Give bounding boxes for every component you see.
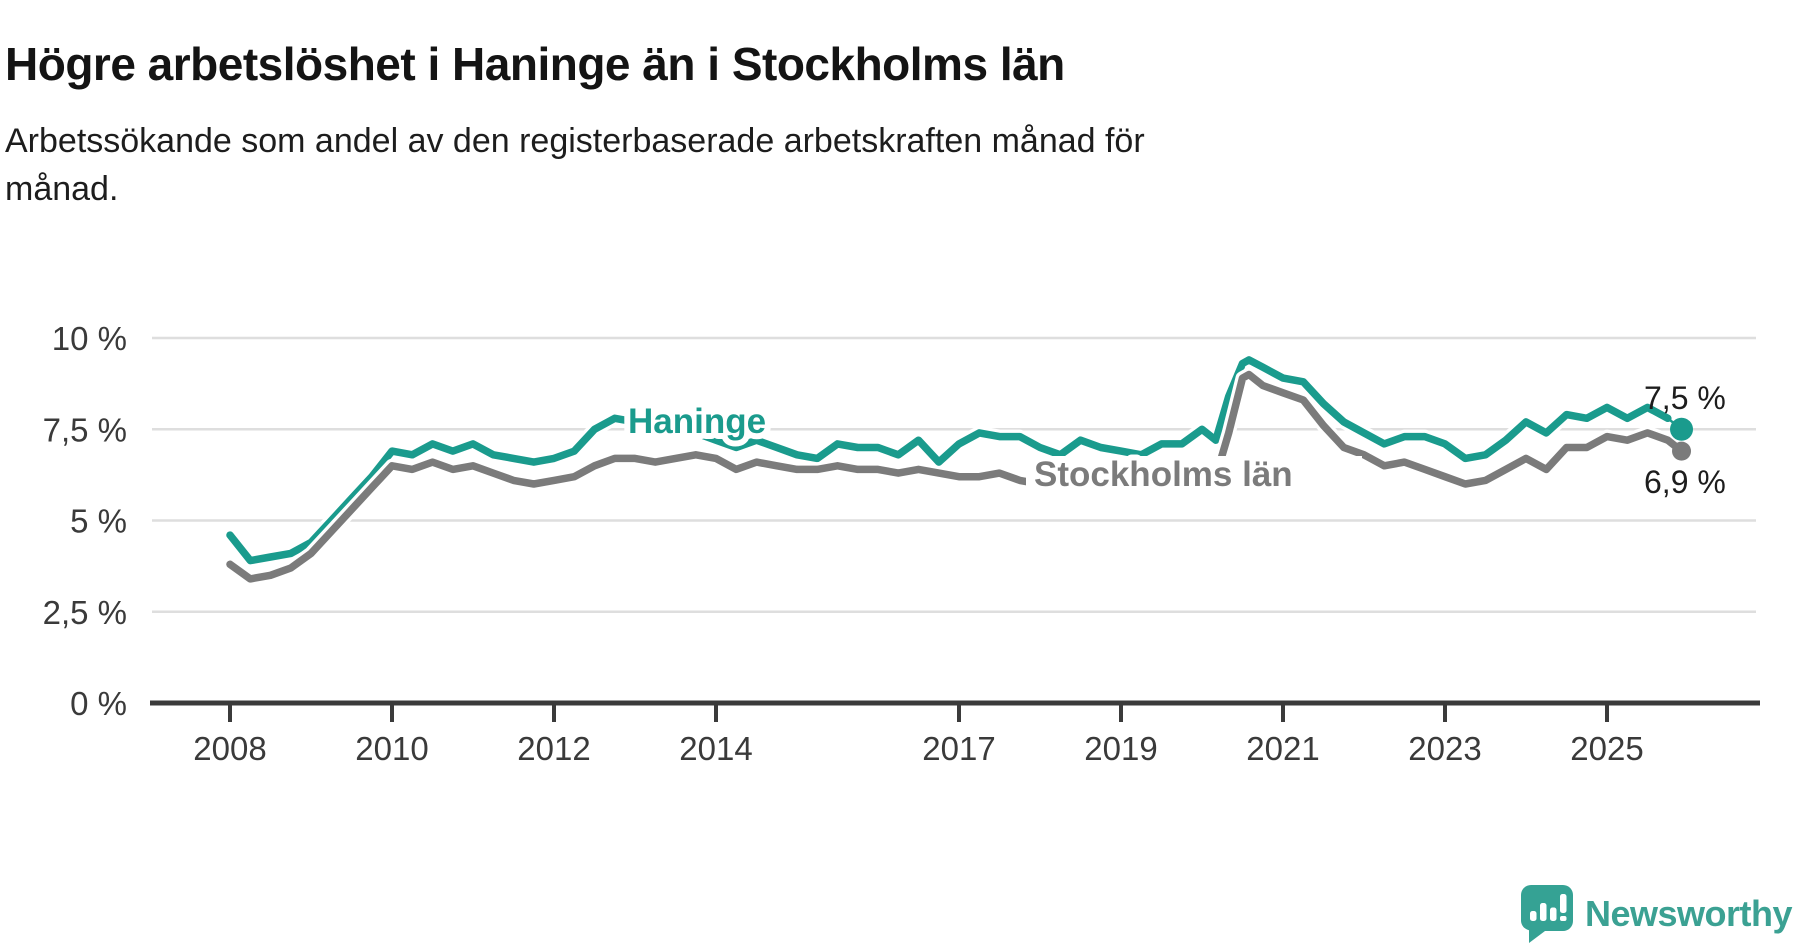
y-tick-label-7.5: 7,5 % (43, 411, 127, 448)
x-tick-label-2021: 2021 (1246, 730, 1319, 767)
x-tick-label-2017: 2017 (922, 730, 995, 767)
series-line-haninge (226, 356, 1672, 565)
series-label-stockholms-lan: Stockholms län (1034, 455, 1293, 494)
y-tick-label-10: 10 % (52, 320, 127, 357)
x-tick-label-2010: 2010 (355, 730, 428, 767)
x-tick-label-2023: 2023 (1408, 730, 1481, 767)
x-tick-label-2014: 2014 (679, 730, 752, 767)
subtitle-line-1: Arbetssökande som andel av den registerb… (5, 122, 1145, 160)
x-tick-label-2012: 2012 (517, 730, 590, 767)
x-tick-label-2008: 2008 (193, 730, 266, 767)
series-line-stockholms-lan (226, 370, 1686, 583)
series-label-backdrop-stockholms-lan (1026, 456, 1362, 492)
end-value-label-haninge: 7,5 % (1644, 380, 1726, 416)
y-tick-label-5: 5 % (70, 503, 127, 540)
y-tick-label-2.5: 2,5 % (43, 594, 127, 631)
end-dot-haninge (1670, 417, 1694, 441)
x-tick-label-2025: 2025 (1570, 730, 1643, 767)
page-title: Högre arbetslöshet i Haninge än i Stockh… (5, 37, 1065, 90)
chart-subtitle: Arbetssökande som andel av den registerb… (5, 118, 1145, 213)
newsworthy-logo: Newsworthy (1520, 885, 1793, 943)
newsworthy-logo-icon (1520, 885, 1573, 943)
end-dot-stockholms-lan (1672, 441, 1692, 461)
subtitle-line-2: månad. (5, 169, 119, 208)
y-tick-label-0: 0 % (70, 685, 127, 722)
x-tick-label-2019: 2019 (1084, 730, 1157, 767)
newsworthy-logo-text: Newsworthy (1584, 893, 1793, 934)
end-value-label-stockholms-lan: 6,9 % (1644, 464, 1726, 500)
series-label-haninge: Haninge (628, 402, 766, 441)
